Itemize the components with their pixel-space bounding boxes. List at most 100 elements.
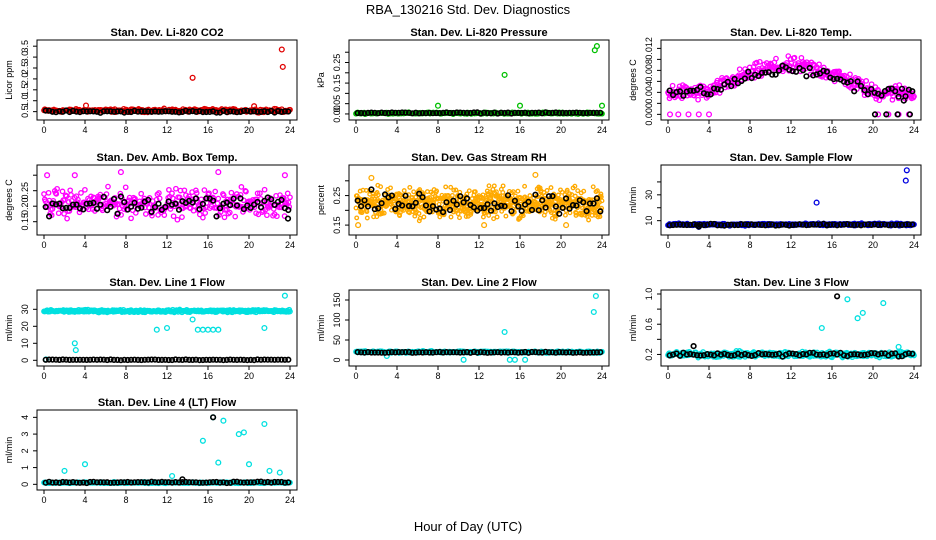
- mean-point: [827, 221, 834, 228]
- data-point: [53, 191, 60, 197]
- mean-point: [199, 200, 206, 208]
- mean-point: [83, 108, 90, 115]
- mean-point: [158, 108, 165, 115]
- mean-point: [857, 222, 865, 229]
- mean-point: [254, 198, 261, 206]
- y-tick-label: 0.25: [332, 187, 342, 205]
- x-tick-label: 0: [41, 371, 46, 381]
- mean-point: [741, 350, 749, 358]
- outlier-point: [281, 172, 288, 179]
- mean-point: [518, 207, 525, 214]
- data-point: [374, 214, 380, 220]
- mean-point: [240, 206, 247, 213]
- mean-point: [128, 203, 135, 210]
- x-tick-label: 12: [162, 371, 172, 381]
- mean-point: [227, 479, 234, 486]
- mean-point: [446, 109, 454, 117]
- data-point: [564, 187, 570, 193]
- mean-point: [697, 83, 704, 91]
- mean-point: [673, 221, 680, 228]
- mean-point: [779, 221, 786, 228]
- mean-point: [892, 350, 899, 357]
- data-point: [59, 188, 66, 195]
- mean-point: [857, 352, 865, 359]
- data-point: [890, 93, 897, 100]
- mean-point: [895, 353, 902, 360]
- mean-point: [545, 109, 553, 117]
- x-tick-label: 24: [909, 371, 919, 381]
- y-tick-label: 4: [20, 415, 30, 420]
- mean-point: [251, 479, 258, 486]
- mean-point: [905, 221, 913, 228]
- mean-point: [151, 108, 159, 115]
- x-tick-label: 20: [244, 495, 254, 505]
- mean-point: [748, 221, 755, 228]
- outlier-point: [261, 324, 268, 332]
- x-tick-label: 8: [123, 495, 128, 505]
- x-tick-label: 16: [515, 371, 525, 381]
- data-point: [520, 213, 526, 219]
- mean-point: [515, 109, 522, 116]
- mean-point: [508, 208, 515, 215]
- data-point: [491, 183, 497, 189]
- data-point: [274, 213, 280, 220]
- mean-point: [186, 108, 193, 115]
- mean-outlier-point: [210, 414, 217, 421]
- mean-point: [56, 479, 63, 486]
- mean-point: [381, 109, 389, 117]
- y-tick-label: 1.0: [20, 94, 30, 107]
- x-tick-label: 24: [285, 240, 295, 250]
- mean-point: [666, 87, 673, 94]
- y-tick-label: 0.00: [332, 105, 342, 123]
- mean-point: [562, 349, 570, 356]
- mean-point: [786, 222, 793, 229]
- mean-point: [833, 222, 841, 229]
- x-tick-label: 0: [665, 371, 670, 381]
- data-point: [156, 190, 162, 196]
- y-axis-label: ml/min: [4, 315, 14, 342]
- mean-point: [573, 109, 580, 116]
- mean-point: [559, 204, 566, 211]
- mean-outlier-point: [871, 111, 879, 118]
- mean-point: [402, 109, 409, 116]
- mean-point: [244, 107, 251, 114]
- mean-point: [192, 356, 200, 363]
- y-tick-label: 10: [644, 216, 654, 226]
- data-point: [128, 215, 134, 222]
- mean-point: [196, 108, 203, 115]
- outlier-point: [460, 356, 467, 363]
- mean-point: [148, 478, 155, 485]
- mean-point: [683, 221, 690, 229]
- mean-point: [52, 109, 60, 116]
- mean-point: [165, 108, 172, 115]
- data-point: [138, 190, 145, 197]
- mean-point: [69, 107, 77, 114]
- data-point: [122, 184, 129, 191]
- mean-point: [213, 109, 220, 116]
- mean-point: [182, 356, 189, 363]
- data-point: [427, 195, 433, 201]
- outlier-point: [278, 46, 285, 53]
- data-point: [220, 192, 227, 199]
- data-point: [820, 64, 827, 71]
- mean-point: [86, 356, 94, 363]
- mean-point: [463, 109, 471, 116]
- outlier-point: [481, 222, 488, 229]
- mean-point: [542, 348, 549, 355]
- mean-point: [274, 107, 282, 115]
- outlier-point: [501, 328, 508, 336]
- data-point: [572, 183, 578, 189]
- mean-point: [148, 108, 155, 115]
- data-point: [142, 211, 149, 217]
- mean-outlier-point: [894, 111, 901, 118]
- outlier-point: [355, 222, 362, 229]
- data-point: [590, 184, 596, 190]
- mean-point: [378, 200, 385, 207]
- data-point: [451, 187, 457, 193]
- x-tick-label: 16: [203, 495, 213, 505]
- mean-point: [580, 199, 587, 206]
- mean-point: [700, 90, 708, 97]
- panel-title: Stan. Dev. Line 3 Flow: [733, 277, 849, 289]
